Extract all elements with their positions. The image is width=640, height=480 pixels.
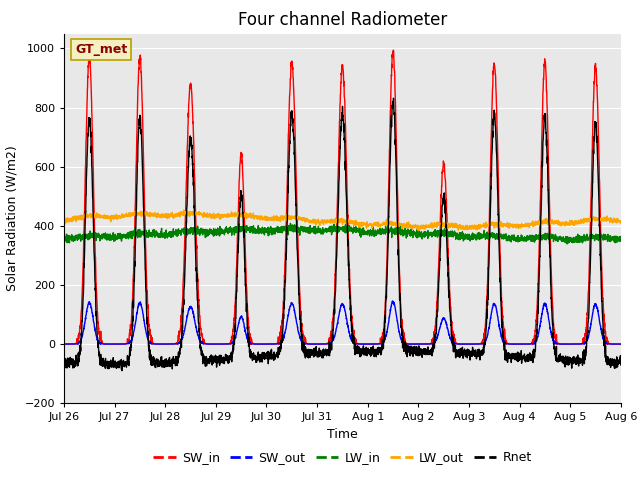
SW_in (390, 48, 397, 53)
SW_out (458, 341, 465, 347)
Rnet (95, 344, 102, 350)
Text: GT_met: GT_met (75, 43, 127, 56)
X-axis label: Time: Time (327, 428, 358, 441)
LW_in (436, 233, 444, 239)
LW_out (617, 218, 625, 224)
LW_in (457, 233, 465, 239)
SW_out (60, 341, 68, 347)
LW_out (609, 217, 616, 223)
LW_out (348, 219, 355, 225)
SW_out (367, 341, 375, 347)
SW_out (95, 338, 102, 344)
LW_out (436, 221, 444, 227)
Rnet (118, 368, 126, 373)
Y-axis label: Solar Radiation (W/m2): Solar Radiation (W/m2) (6, 145, 19, 291)
Rnet (609, 362, 616, 368)
SW_in (609, 341, 616, 347)
Rnet (617, 362, 625, 368)
Line: LW_out: LW_out (64, 210, 621, 230)
Line: Rnet: Rnet (64, 98, 621, 371)
LW_out (60, 216, 68, 222)
Rnet (60, 360, 68, 366)
SW_in (458, 341, 465, 347)
LW_in (367, 230, 375, 236)
Rnet (436, 231, 444, 237)
SW_out (436, 322, 444, 328)
LW_out (180, 207, 188, 213)
LW_out (458, 224, 465, 230)
Title: Four channel Radiometer: Four channel Radiometer (238, 11, 447, 29)
Line: LW_in: LW_in (64, 223, 621, 244)
LW_in (609, 237, 616, 243)
SW_in (617, 341, 625, 347)
SW_in (348, 312, 355, 318)
SW_in (367, 341, 375, 347)
Line: SW_in: SW_in (64, 50, 621, 344)
LW_out (367, 221, 375, 227)
LW_in (60, 235, 68, 241)
LW_out (95, 214, 102, 219)
SW_in (95, 325, 102, 331)
Rnet (348, 323, 355, 329)
LW_in (95, 230, 102, 236)
SW_out (609, 341, 616, 347)
LW_in (617, 239, 625, 244)
LW_in (287, 220, 294, 226)
SW_out (74, 341, 82, 347)
SW_out (617, 341, 625, 347)
SW_in (73, 341, 81, 347)
SW_out (348, 337, 355, 343)
Rnet (458, 352, 465, 358)
LW_in (563, 241, 571, 247)
SW_in (60, 341, 68, 347)
Rnet (390, 96, 397, 101)
SW_out (389, 298, 397, 304)
LW_in (348, 226, 355, 232)
Legend: SW_in, SW_out, LW_in, LW_out, Rnet: SW_in, SW_out, LW_in, LW_out, Rnet (148, 446, 537, 469)
Line: SW_out: SW_out (64, 301, 621, 344)
LW_out (415, 228, 422, 233)
Rnet (367, 350, 375, 356)
SW_in (436, 208, 444, 214)
